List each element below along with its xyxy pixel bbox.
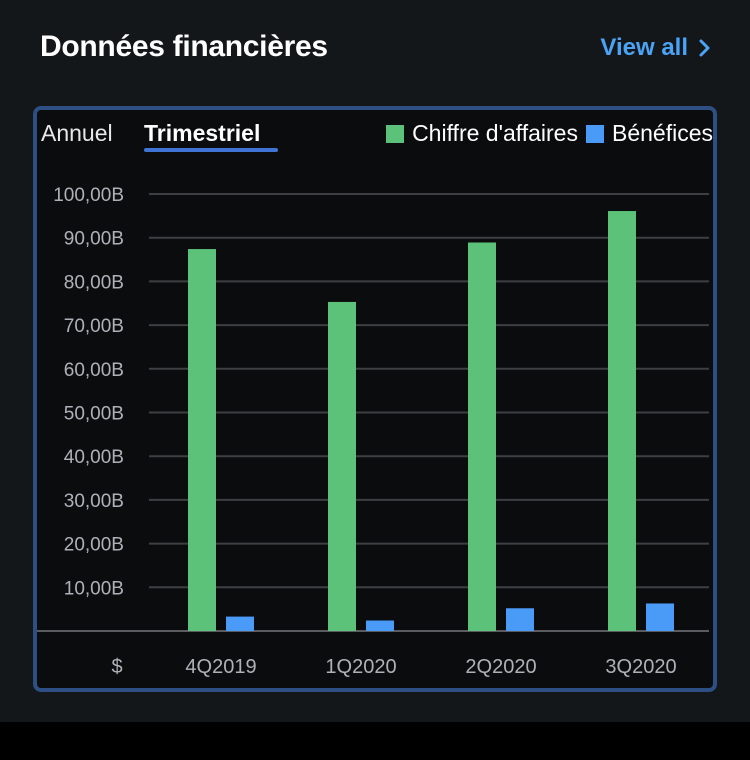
y-tick-label: 20,00B [64,535,124,556]
y-tick-label: 70,00B [64,316,124,337]
y-tick-label: 90,00B [64,229,124,250]
legend-swatch-revenue [386,124,405,143]
bar-revenue [188,249,216,631]
bar-revenue [608,211,636,631]
bar-chart: 10,00B 20,00B 30,00B 40,00B 50,00B 60,00B 70,0… [37,185,709,678]
section-title: Données financières [40,30,328,63]
bottom-bar [0,722,750,760]
x-tick-label: 3Q2020 [605,656,676,678]
legend-label-earnings: Bénéfices [611,120,713,146]
y-tick-label: 30,00B [64,491,124,512]
active-tab-indicator [144,148,278,152]
bar-earnings [226,616,254,631]
bar-revenue [328,301,356,631]
x-tick-label: 4Q2019 [185,656,256,678]
chevron-right-icon [698,38,712,58]
bar-revenue [468,242,496,631]
bar-earnings [366,620,394,631]
bar-earnings [506,608,534,631]
legend-label-revenue: Chiffre d'affaires [412,120,578,146]
legend-item-revenue: Chiffre d'affaires [386,120,578,147]
y-tick-label: 10,00B [64,578,124,599]
y-tick-label: 80,00B [64,272,124,293]
legend-item-earnings: Bénéfices [585,120,713,147]
legend-swatch-earnings [585,124,604,143]
y-tick-label: 60,00B [64,360,124,381]
tab-quarterly[interactable]: Trimestriel [144,120,261,146]
y-tick-label: 50,00B [64,404,124,425]
y-tick-label: 40,00B [64,447,124,468]
y-tick-label: 100,00B [53,185,124,206]
tab-annual[interactable]: Annuel [41,120,113,146]
view-all-label: View all [600,34,688,61]
chart-legend: Chiffre d'affaires Bénéfices [378,120,713,147]
bar-earnings [646,603,674,631]
x-tick-label: 2Q2020 [465,656,536,678]
view-all-link[interactable]: View all [600,34,712,62]
axis-unit-label: $ [111,656,122,678]
x-tick-label: 1Q2020 [325,656,396,678]
financial-chart-card: Annuel Trimestriel Chiffre d'affaires Bé… [33,106,717,692]
